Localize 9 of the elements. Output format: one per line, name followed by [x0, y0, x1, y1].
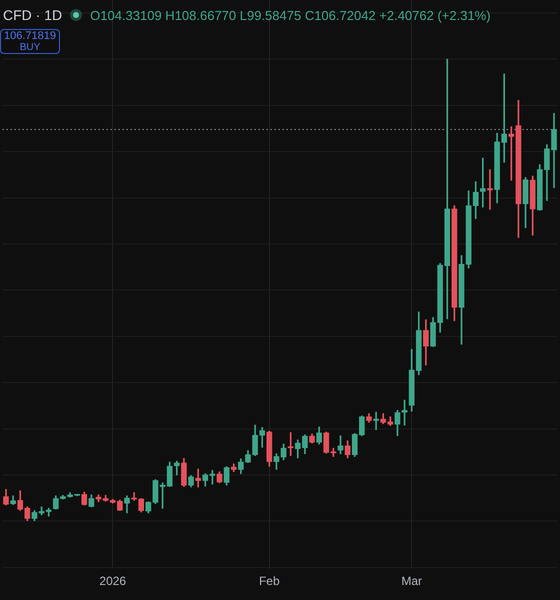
candlestick [487, 169, 493, 210]
text: BUY [20, 42, 40, 52]
chart-title: CFD · 1D [3, 7, 62, 23]
chart-subtitle: O104.33109 H108.66770 L99.58475 C106.72042 +2.40762 (+2.31%) [90, 8, 491, 22]
text: 106.71819 [4, 30, 56, 42]
x-tick-label: Mar [401, 574, 422, 588]
x-tick-label: 2026 [99, 574, 126, 588]
x-tick-label: Feb [258, 574, 280, 588]
candlestick [402, 400, 408, 426]
